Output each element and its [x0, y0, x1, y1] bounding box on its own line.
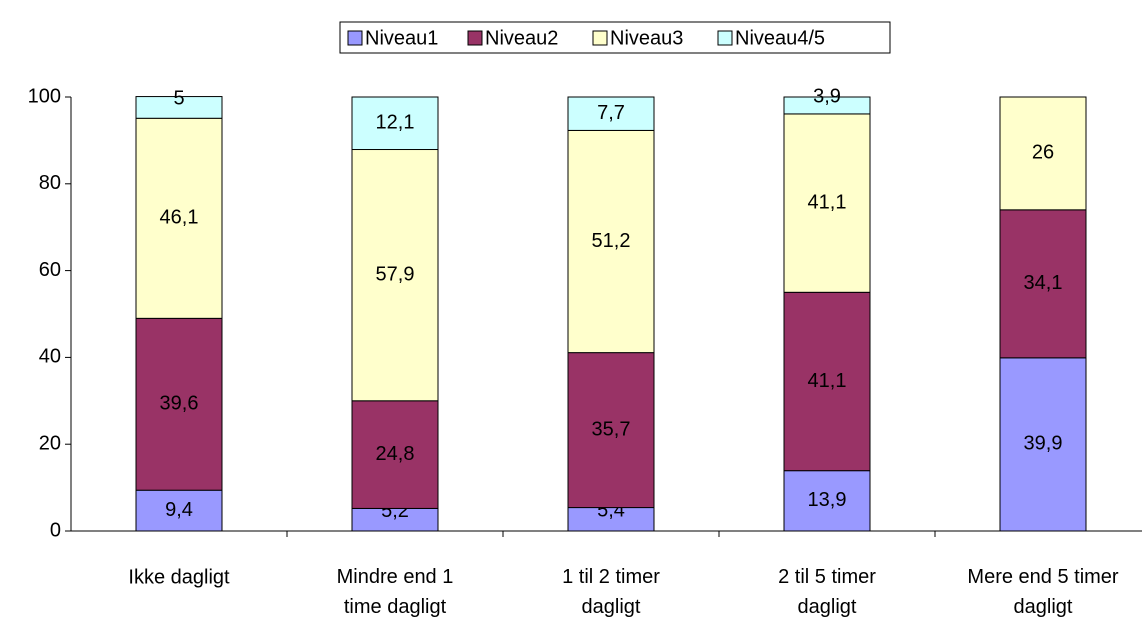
bar-segment — [567, 96, 655, 131]
legend-label: Niveau1 — [365, 27, 438, 49]
value-label: 39,9 — [1024, 433, 1063, 455]
value-label: 3,9 — [813, 86, 841, 108]
legend-label: Niveau4/5 — [735, 27, 825, 49]
legend-swatch — [347, 30, 363, 46]
bar-segment — [351, 400, 439, 509]
legend-label: Niveau3 — [610, 27, 683, 49]
y-tick-label: 40 — [39, 346, 61, 368]
value-label: 7,7 — [597, 102, 625, 124]
bar-segment — [567, 352, 655, 509]
value-label: 9,4 — [165, 499, 193, 521]
legend-box — [339, 21, 891, 54]
bar-segment — [135, 96, 223, 119]
x-tick-label: 1 til 2 timer dagligt — [562, 566, 660, 618]
bar-segment — [999, 96, 1087, 211]
value-label: 24,8 — [376, 443, 415, 465]
value-label: 13,9 — [808, 489, 847, 511]
value-label: 5 — [173, 88, 184, 110]
value-label: 39,6 — [160, 393, 199, 415]
bar-segment — [135, 317, 223, 491]
value-label: 41,1 — [808, 370, 847, 392]
value-label: 41,1 — [808, 191, 847, 213]
value-label: 12,1 — [376, 112, 415, 134]
legend-swatch — [467, 30, 483, 46]
bar-segment — [783, 96, 871, 115]
value-label: 35,7 — [592, 418, 631, 440]
legend-swatch — [717, 30, 733, 46]
y-tick-label: 0 — [50, 519, 61, 541]
bar-segment — [783, 470, 871, 532]
bar-segment — [135, 489, 223, 532]
bar-segment — [567, 129, 655, 354]
legend-swatch — [592, 30, 608, 46]
y-tick-label: 60 — [39, 259, 61, 281]
value-label: 46,1 — [160, 207, 199, 229]
bar-segment — [783, 113, 871, 293]
y-tick-label: 100 — [28, 85, 61, 107]
value-label: 51,2 — [592, 230, 631, 252]
value-label: 34,1 — [1024, 272, 1063, 294]
bar-segment — [135, 117, 223, 319]
bar-segment — [351, 96, 439, 151]
legend-label: Niveau2 — [485, 27, 558, 49]
bar-segment — [999, 357, 1087, 532]
y-tick-label: 80 — [39, 172, 61, 194]
x-tick-label: 2 til 5 timer dagligt — [778, 566, 876, 618]
value-label: 26 — [1032, 142, 1054, 164]
x-tick-label: Mere end 5 timer dagligt — [967, 566, 1119, 618]
bar-segment — [783, 291, 871, 472]
x-tick-label: Ikke dagligt — [128, 566, 230, 588]
value-label: 57,9 — [376, 263, 415, 285]
x-tick-label: Mindre end 1 time dagligt — [337, 566, 454, 618]
y-tick-label: 20 — [39, 432, 61, 454]
